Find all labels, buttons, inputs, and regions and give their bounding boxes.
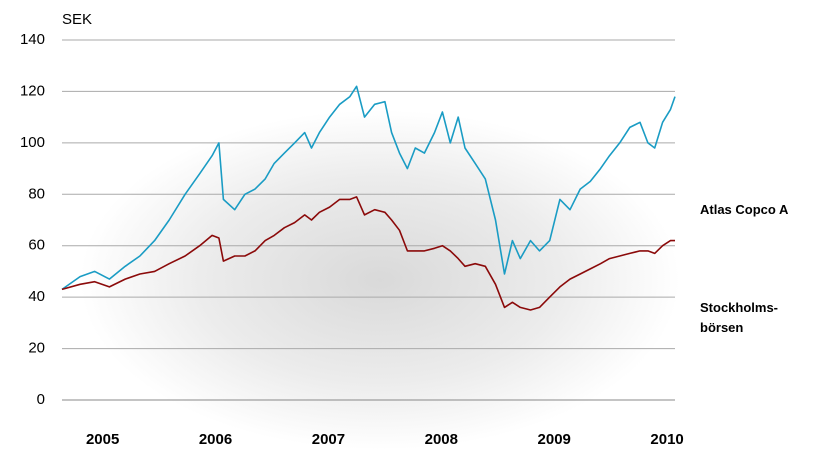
x-tick-label: 2008 [425, 431, 458, 448]
y-tick-label: 20 [28, 340, 45, 357]
x-tick-label: 2006 [199, 431, 232, 448]
series-line [61, 85, 676, 291]
y-tick-label: 120 [20, 82, 45, 99]
legend-label: Atlas Copco A [700, 202, 789, 217]
x-tick-label: 2010 [650, 431, 683, 448]
x-tick-label: 2007 [312, 431, 345, 448]
series-line [61, 196, 675, 311]
y-tick-label: 100 [20, 134, 45, 151]
y-tick-label: 140 [20, 31, 45, 48]
x-tick-label: 2009 [538, 431, 571, 448]
y-tick-label: 0 [37, 391, 45, 408]
background-image [80, 110, 680, 450]
y-tick-label: 60 [28, 237, 45, 254]
legend-label: Stockholms-börsen [700, 300, 779, 335]
y-axis-label: SEK [62, 11, 92, 28]
y-tick-label: 40 [28, 288, 45, 305]
y-tick-label: 80 [28, 185, 45, 202]
x-tick-label: 2005 [86, 431, 119, 448]
